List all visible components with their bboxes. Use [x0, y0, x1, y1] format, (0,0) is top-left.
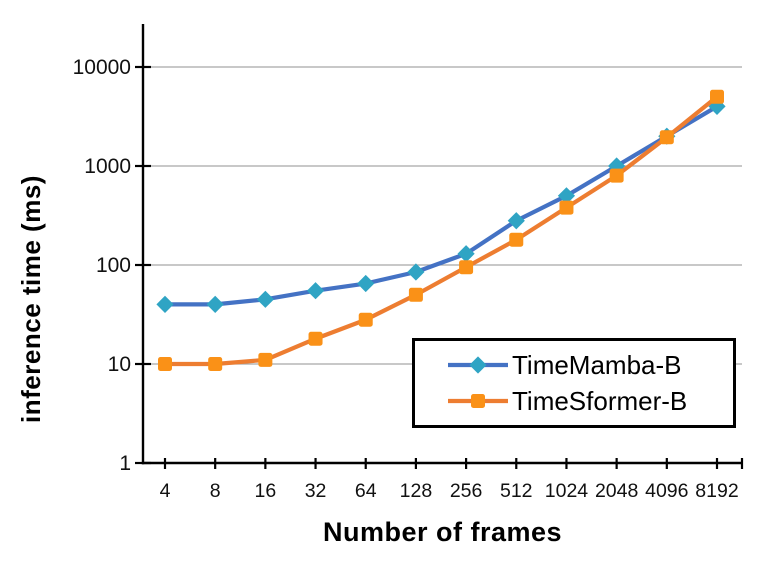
series-line-timesformer-b	[162, 94, 720, 367]
x-tick-label: 64	[355, 480, 377, 502]
x-tick-label: 1024	[545, 480, 589, 502]
x-tick-label: 8	[210, 480, 221, 502]
x-axis-title: Number of frames	[322, 517, 563, 547]
data-point-timesformer-b-256	[459, 260, 474, 275]
data-point-timemamba-b-256	[457, 245, 475, 263]
data-point-timesformer-b-32	[308, 331, 323, 346]
series-line-timemamba-b	[162, 104, 720, 307]
x-tick-label: 8192	[695, 480, 738, 502]
x-tick-label: 16	[255, 480, 277, 502]
y-axis-title: inference time (ms)	[16, 175, 46, 423]
data-point-timesformer-b-8	[208, 357, 223, 371]
data-point-timesformer-b-4	[158, 357, 172, 371]
data-point-timemamba-b-4	[156, 295, 174, 313]
y-tick-label: 1000	[84, 155, 131, 178]
y-tick-label: 1	[119, 452, 131, 475]
legend-item-timemamba: TimeMamba-B	[447, 352, 733, 378]
data-point-timemamba-b-512	[507, 212, 525, 230]
data-point-timemamba-b-8	[206, 295, 224, 313]
y-tick-label: 100	[96, 254, 131, 277]
data-point-timesformer-b-64	[358, 312, 373, 327]
data-point-timemamba-b-32	[306, 282, 325, 300]
legend-label-timesformer: TimeSformer-B	[512, 386, 688, 417]
legend-marker-diamond-icon	[469, 356, 487, 374]
x-tick-label: 4	[160, 480, 171, 502]
x-tick-label: 2048	[595, 480, 638, 502]
y-tick-label: 10	[108, 353, 131, 376]
legend: TimeMamba-B TimeSformer-B	[412, 338, 736, 428]
data-point-timemamba-b-16	[256, 290, 274, 308]
data-point-timemamba-b-64	[357, 274, 375, 293]
timesformer-line-square-icon	[448, 394, 508, 409]
data-point-timesformer-b-8192	[710, 89, 724, 104]
data-point-timesformer-b-512	[509, 232, 524, 247]
legend-label-timemamba: TimeMamba-B	[512, 349, 682, 380]
legend-marker-square-icon	[471, 394, 485, 409]
data-point-timemamba-b-128	[407, 263, 425, 281]
data-point-timesformer-b-2048	[609, 168, 624, 183]
data-point-timesformer-b-16	[258, 352, 273, 367]
x-tick-label: 128	[400, 480, 433, 502]
y-tick-label: 10000	[73, 56, 131, 79]
data-point-timesformer-b-1024	[559, 200, 574, 215]
data-point-timesformer-b-128	[408, 287, 423, 302]
timemamba-line-diamond-icon	[448, 356, 508, 374]
x-tick-label: 256	[450, 480, 483, 502]
legend-item-timesformer: TimeSformer-B	[447, 388, 733, 414]
x-tick-label: 512	[500, 480, 533, 502]
data-point-timemamba-b-1024	[557, 187, 576, 205]
x-tick-label: 32	[305, 480, 327, 502]
x-tick-label: 4096	[645, 480, 688, 502]
data-point-timesformer-b-4096	[659, 130, 674, 145]
